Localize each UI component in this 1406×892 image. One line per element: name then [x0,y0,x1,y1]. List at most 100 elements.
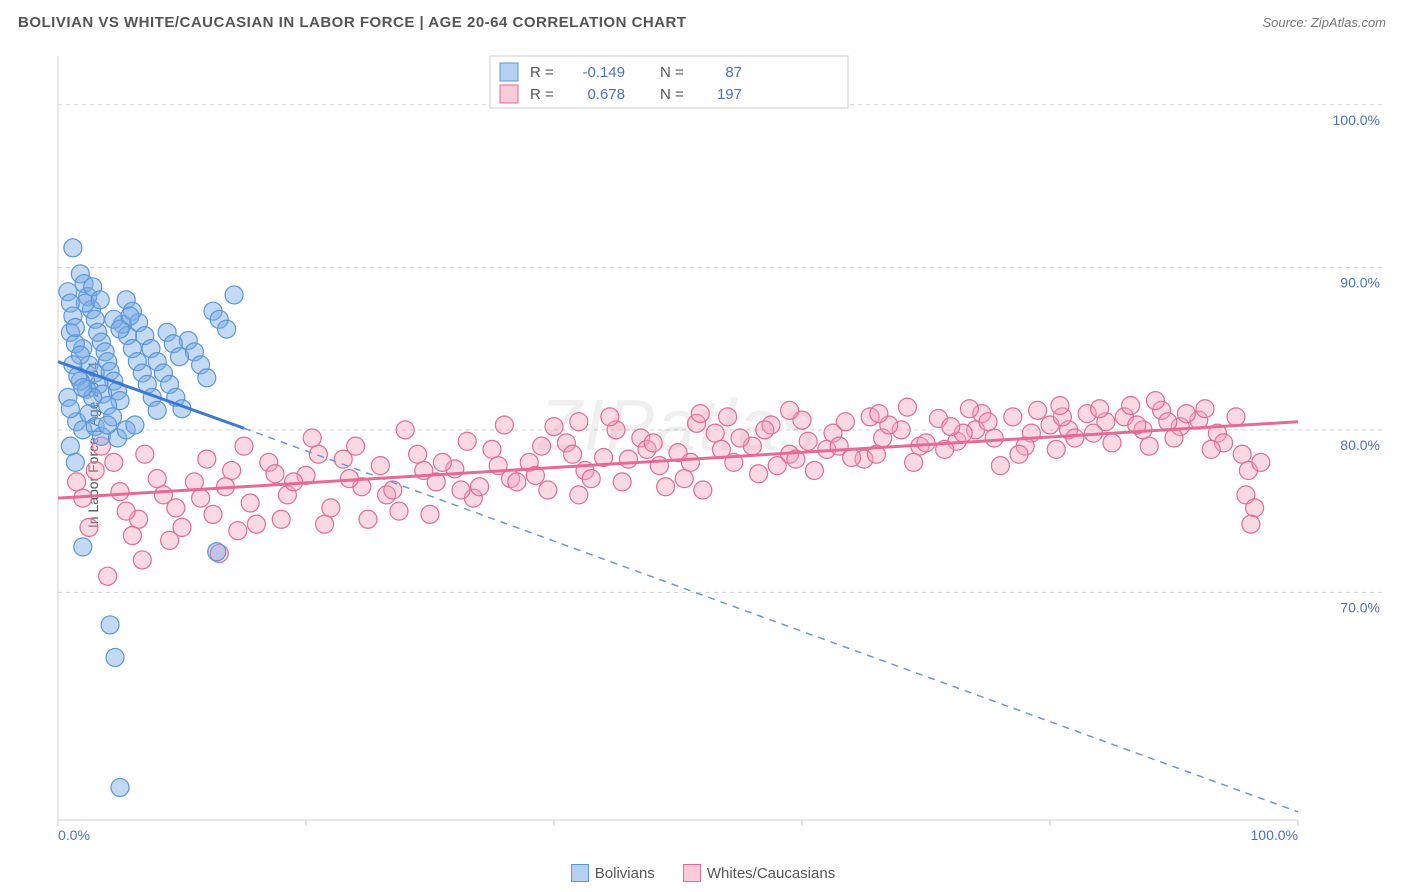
point-whites [471,478,489,496]
point-whites [1252,453,1270,471]
point-whites [316,515,334,533]
point-whites [495,416,513,434]
point-whites [80,518,98,536]
point-whites [985,429,1003,447]
chart-container: BOLIVIAN VS WHITE/CAUCASIAN IN LABOR FOR… [0,0,1406,892]
point-bolivians [66,453,84,471]
point-whites [691,405,709,423]
point-whites [533,437,551,455]
point-whites [272,510,290,528]
chart-area: In Labor Force | Age 20-64 70.0%80.0%90.… [18,48,1386,842]
point-whites [960,400,978,418]
stats-n-label2: N = [660,86,684,103]
point-whites [68,473,86,491]
point-whites [905,453,923,471]
stats-r-label: R = [530,64,554,81]
point-whites [105,453,123,471]
title-bar: BOLIVIAN VS WHITE/CAUCASIAN IN LABOR FOR… [0,0,1406,39]
point-whites [694,481,712,499]
point-whites [223,462,241,480]
point-bolivians [106,648,124,666]
point-whites [229,522,247,540]
point-whites [359,510,377,528]
point-whites [1202,440,1220,458]
point-whites [303,429,321,447]
point-whites [675,470,693,488]
point-whites [192,489,210,507]
source-attribution: Source: ZipAtlas.com [1262,15,1386,30]
point-whites [133,551,151,569]
point-whites [942,418,960,436]
point-whites [111,483,129,501]
point-whites [161,531,179,549]
point-whites [1066,429,1084,447]
point-bolivians [66,318,84,336]
point-whites [706,424,724,442]
point-whites [452,481,470,499]
point-whites [539,481,557,499]
stats-n-label: N = [660,64,684,81]
stats-r-blue: -0.149 [582,64,625,81]
point-bolivians [148,401,166,419]
point-whites [619,450,637,468]
trendline-bolivians-dashed [244,428,1298,812]
point-whites [483,440,501,458]
point-whites [681,453,699,471]
point-whites [768,457,786,475]
point-bolivians [225,286,243,304]
point-bolivians [64,239,82,257]
stats-r-pink: 0.678 [587,86,625,103]
point-whites [1047,440,1065,458]
point-whites [1010,445,1028,463]
legend-swatch-blue [571,864,589,882]
point-bolivians [61,400,79,418]
point-bolivians [61,437,79,455]
point-bolivians [171,348,189,366]
point-whites [1004,408,1022,426]
stats-r-label2: R = [530,86,554,103]
point-whites [421,505,439,523]
point-whites [1103,434,1121,452]
scatter-plot: 70.0%80.0%90.0%100.0%0.0%100.0%ZIPatlasR… [50,48,1386,842]
point-whites [117,502,135,520]
point-whites [1051,396,1069,414]
legend-label-whites: Whites/Caucasians [707,865,835,882]
point-whites [979,413,997,431]
point-whites [409,445,427,463]
stats-swatch-pink [500,85,518,103]
point-whites [570,486,588,504]
point-whites [384,481,402,499]
point-whites [241,494,259,512]
point-bolivians [74,538,92,556]
point-whites [756,421,774,439]
point-bolivians [101,616,119,634]
point-whites [1140,437,1158,455]
point-whites [1146,392,1164,410]
point-whites [570,413,588,431]
legend-item-bolivians: Bolivians [571,864,655,882]
point-whites [644,434,662,452]
point-whites [508,473,526,491]
point-whites [613,473,631,491]
point-whites [458,432,476,450]
point-whites [390,502,408,520]
point-whites [148,470,166,488]
point-whites [1029,401,1047,419]
point-whites [198,450,216,468]
point-whites [870,405,888,423]
point-whites [991,457,1009,475]
point-whites [154,486,172,504]
point-whites [1177,405,1195,423]
point-whites [1091,400,1109,418]
point-whites [1233,445,1251,463]
point-whites [898,398,916,416]
point-whites [805,462,823,480]
point-whites [731,429,749,447]
legend-item-whites: Whites/Caucasians [683,864,835,882]
point-whites [1242,515,1260,533]
point-bolivians [198,369,216,387]
point-whites [235,437,253,455]
point-whites [204,505,222,523]
stats-swatch-blue [500,63,518,81]
point-bolivians [121,307,139,325]
